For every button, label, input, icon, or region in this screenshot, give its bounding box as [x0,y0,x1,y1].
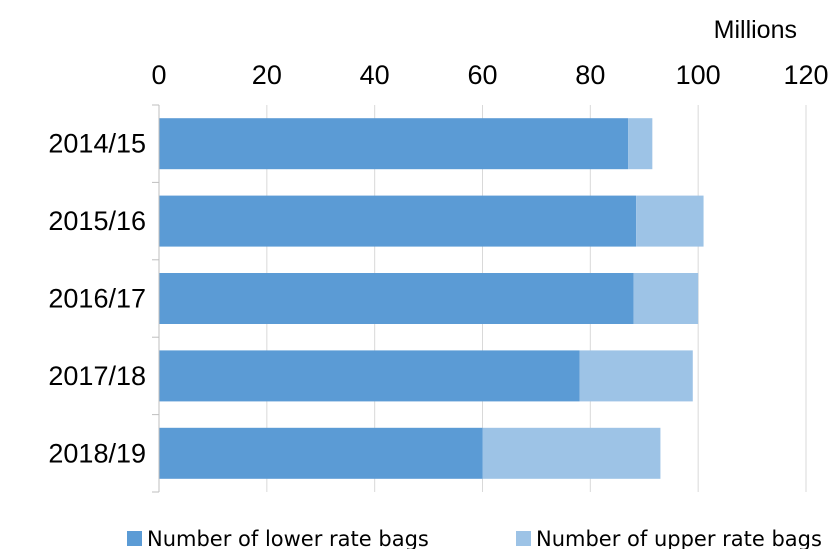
category-label: 2014/15 [48,129,146,159]
bar-lower-rate [159,195,637,247]
legend: Number of lower rate bags Number of upper… [127,527,822,549]
category-label: 2018/19 [48,438,146,468]
x-tick-label: 0 [151,60,166,90]
category-axis: 2014/15 2015/16 2016/17 2017/18 2018/19 [48,104,160,493]
x-tick-label: 100 [676,60,721,90]
bar-lower-rate [159,350,580,402]
category-label: 2015/16 [48,206,146,236]
legend-swatch [516,531,531,546]
x-tick-label: 80 [575,60,605,90]
category-label: 2016/17 [48,284,146,314]
bar-lower-rate [159,427,483,479]
value-axis-ticks: 0 20 40 60 80 100 120 [151,60,828,90]
bar-upper-rate [482,427,661,479]
x-tick-label: 120 [783,60,828,90]
legend-label: Number of upper rate bags [536,527,822,549]
x-tick-label: 40 [360,60,390,90]
bar-upper-rate [633,273,699,324]
unit-label: Millions [714,16,797,44]
bar-upper-rate [636,195,704,247]
bar-lower-rate [159,273,634,324]
x-tick-label: 20 [252,60,282,90]
bar-lower-rate [159,118,629,170]
legend-label: Number of lower rate bags [147,527,429,549]
legend-swatch [127,531,142,546]
bar-upper-rate [628,118,653,170]
category-label: 2017/18 [48,361,146,391]
x-tick-label: 60 [467,60,497,90]
bar-upper-rate [579,350,693,402]
bars [159,118,704,479]
